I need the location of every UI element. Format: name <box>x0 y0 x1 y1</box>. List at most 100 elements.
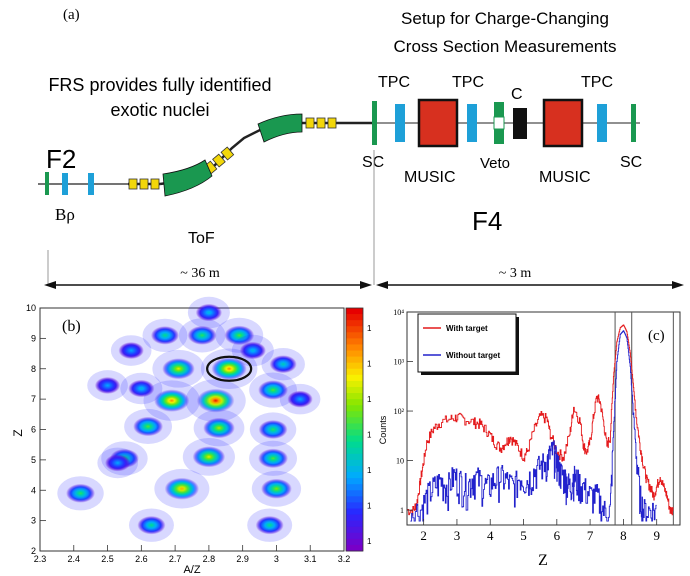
colorbar-segment <box>346 465 363 473</box>
f2-tpc-1 <box>62 173 68 195</box>
colorbar-segment <box>346 514 363 522</box>
pid-clusters <box>57 296 321 542</box>
panel-b-label: (b) <box>62 318 81 335</box>
pid-cluster <box>211 357 247 380</box>
pid-y-tick-label: 9 <box>31 333 36 343</box>
pid-cluster <box>150 326 180 345</box>
spectrum-x-tick-label: 4 <box>487 528 494 543</box>
colorbar-segment <box>346 453 363 461</box>
colorbar-segment <box>346 386 363 394</box>
colorbar-tick-label: 1 <box>367 324 372 333</box>
colorbar-segment <box>346 314 363 321</box>
f4-scintillator-right <box>631 104 636 142</box>
colorbar-segment <box>346 374 363 382</box>
colorbar-ticks: 1 1 1 1 1 1 1 <box>367 324 372 546</box>
spectrum-x-tick-label: 9 <box>653 528 660 543</box>
pid-cluster <box>287 390 313 408</box>
colorbar-frame <box>345 307 364 552</box>
frs-title-line1: FRS provides fully identified <box>48 75 271 95</box>
pid-cluster <box>118 342 144 360</box>
pid-cluster <box>258 448 289 469</box>
pid-cluster <box>196 388 235 413</box>
carbon-target <box>513 108 527 139</box>
spectrum-y-tick-label: 10² <box>394 407 405 416</box>
f4-music-2 <box>542 98 584 148</box>
pid-x-tick-label: 2.8 <box>203 554 216 564</box>
colorbar-segment <box>346 478 363 485</box>
pid-cluster <box>154 389 190 412</box>
series-without-target <box>410 330 657 522</box>
f2-label: F2 <box>46 144 76 174</box>
colorbar-tick-label: 1 <box>367 395 372 404</box>
quadrupole-triplet-3 <box>305 117 337 129</box>
colorbar-segment <box>346 320 363 327</box>
selected-nucleus-ellipse <box>206 355 253 382</box>
spectrum-y-tick-label: 10³ <box>394 358 405 367</box>
pid-cluster <box>164 477 200 500</box>
f4-music-1 <box>417 98 459 148</box>
c-target-label: C <box>511 86 523 103</box>
pid-x-tick-label: 2.4 <box>68 554 81 564</box>
sc-right-label: SC <box>620 154 642 171</box>
pid-x-tick-label: 2.6 <box>135 554 148 564</box>
pid-cluster <box>269 355 297 374</box>
pid-cluster <box>258 420 288 439</box>
colorbar-tick-label: 1 <box>367 431 372 440</box>
pid-y-tick-label: 7 <box>31 394 36 404</box>
f2-scintillator <box>45 172 49 195</box>
colorbar-segment <box>346 338 363 345</box>
legend-entry-without-target: Without target <box>446 351 500 360</box>
pid-y-tick-label: 8 <box>31 364 36 374</box>
pid-y-tick-label: 4 <box>31 485 36 495</box>
distance-label-3m: ~ 3 m <box>499 266 532 281</box>
colorbar-tick-label: 1 <box>367 502 372 511</box>
spectrum-x-tick-label: 2 <box>420 528 427 543</box>
colorbar-segment <box>346 429 363 437</box>
colorbar-segment <box>346 441 363 449</box>
colorbar-segment <box>346 393 363 400</box>
colorbar-segment <box>346 380 363 388</box>
music-label-1: MUSIC <box>404 169 456 186</box>
colorbar-segment <box>346 532 363 540</box>
dipole-magnet-2 <box>257 113 303 143</box>
pid-cluster <box>128 379 155 398</box>
pid-cluster <box>187 325 217 345</box>
colorbar-segment <box>346 308 363 315</box>
pid-cluster <box>258 380 289 400</box>
pid-y-tick-label: 5 <box>31 455 36 465</box>
pid-x-tick-label: 3.2 <box>338 554 351 564</box>
panel-c-label: (c) <box>648 328 665 344</box>
colorbar-tick-label: 1 <box>367 466 372 475</box>
pid-cluster <box>133 416 164 437</box>
spectrum-y-tick-label: 1 <box>400 506 404 515</box>
pid-x-tick-label: 3 <box>274 554 279 564</box>
colorbar-segment <box>346 496 363 503</box>
veto-detector <box>493 102 505 144</box>
legend-entry-with-target: With target <box>446 324 488 333</box>
spectrum-x-tick-label: 5 <box>520 528 527 543</box>
pid-x-axis-label: A/Z <box>183 564 200 576</box>
quadrupole-triplet-1 <box>128 178 160 190</box>
colorbar-segment <box>346 526 363 534</box>
colorbar-segment <box>346 344 363 352</box>
colorbar-segment <box>346 326 363 333</box>
pid-cluster <box>203 417 235 439</box>
colorbar-segment <box>346 399 363 406</box>
spectrum-y-tick-label: 10 <box>396 457 404 466</box>
pid-x-tick-label: 2.7 <box>169 554 182 564</box>
colorbar-segment <box>346 490 363 497</box>
tof-label: ToF <box>188 230 215 247</box>
spectrum-y-ticks: 1 10 10² 10³ 10⁴ <box>393 308 413 515</box>
distance-label-36m: ~ 36 m <box>180 266 220 281</box>
pid-x-tick-label: 2.5 <box>101 554 114 564</box>
sc-left-label: SC <box>362 154 384 171</box>
pid-cluster <box>239 341 266 360</box>
tpc-label-3: TPC <box>581 74 613 91</box>
colorbar-segment <box>346 484 363 491</box>
colorbar-segment <box>346 520 363 528</box>
f4-scintillator-left <box>372 101 377 145</box>
colorbar-segment <box>346 356 363 364</box>
veto-label: Veto <box>480 155 510 172</box>
colorbar-segment <box>346 447 363 455</box>
